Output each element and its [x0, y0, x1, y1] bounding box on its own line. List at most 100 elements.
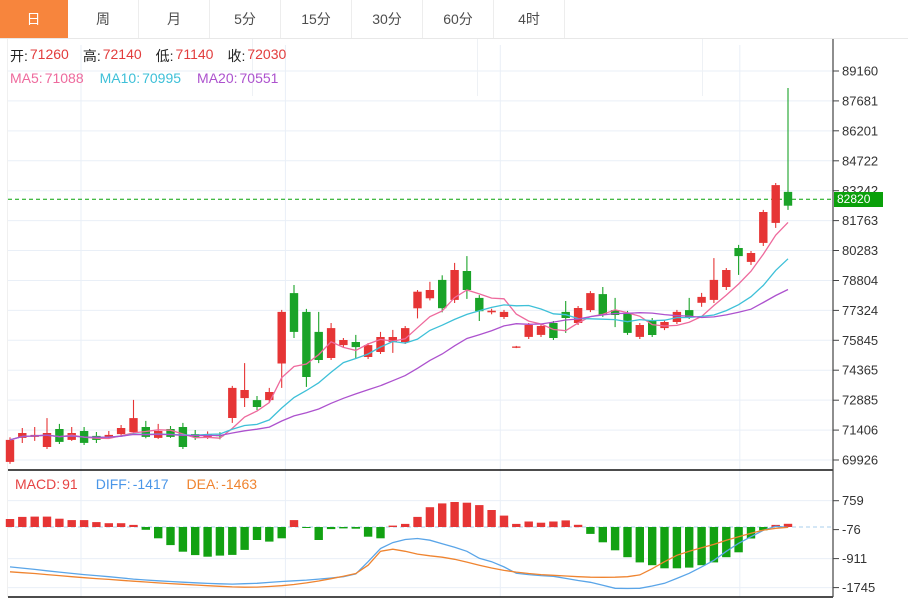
macd-bar — [561, 520, 570, 527]
candle-body — [759, 212, 768, 243]
candle-body — [425, 290, 435, 299]
candle-body — [339, 340, 348, 346]
tab-15min[interactable]: 15分 — [281, 0, 352, 38]
tab-4hour[interactable]: 4时 — [494, 0, 565, 38]
y-axis-label: -1745 — [842, 580, 875, 595]
macd-bar — [660, 527, 669, 569]
current-price-badge: 82820 — [834, 192, 883, 207]
macd-bar — [252, 527, 262, 540]
tab-5min[interactable]: 5分 — [210, 0, 281, 38]
y-axis-label: 89160 — [842, 64, 878, 79]
ma20-line — [9, 288, 789, 441]
candle-body — [462, 271, 472, 290]
macd-bar — [499, 515, 509, 528]
macd-readout: MACD: 91 — [15, 476, 78, 492]
candle-body — [771, 185, 780, 223]
macd-bar — [203, 527, 212, 557]
open-readout: 开: 71260 — [10, 46, 69, 64]
ohlc-info-row: 开: 71260 高: 72140 低: 71140 收: 72030 — [10, 46, 286, 66]
tab-day[interactable]: 日 — [0, 0, 68, 38]
ma20-readout: MA20: 70551 — [197, 70, 279, 86]
ma5-line — [9, 221, 789, 441]
y-axis-label: 78804 — [842, 273, 878, 288]
candle-body — [18, 433, 27, 438]
macd-bar — [462, 502, 472, 527]
candle-body — [623, 312, 632, 333]
candle-body — [178, 427, 188, 447]
macd-bar — [277, 527, 286, 539]
candle-body — [685, 310, 694, 317]
macd-bar — [116, 523, 126, 527]
macd-bar — [487, 510, 496, 527]
candle-body — [549, 323, 558, 338]
macd-bar — [376, 527, 385, 539]
macd-info-row: MACD: 91 DIFF: -1417 DEA: -1463 — [15, 476, 257, 492]
candle-body — [129, 418, 138, 433]
macd-bar — [586, 527, 595, 534]
candle-body — [499, 311, 509, 317]
tab-month[interactable]: 月 — [139, 0, 210, 38]
macd-bar — [166, 527, 175, 546]
candle-body — [524, 325, 533, 337]
macd-bar — [722, 527, 731, 558]
diff-readout: DIFF: -1417 — [95, 476, 169, 492]
candle-body — [635, 325, 644, 337]
candle-body — [783, 191, 793, 206]
macd-bar — [475, 505, 484, 527]
candle-body — [166, 429, 175, 437]
y-axis-label: 87681 — [842, 93, 878, 108]
y-axis-label: 75845 — [842, 333, 878, 348]
candle-body — [42, 433, 52, 447]
macd-bar — [154, 527, 163, 539]
tab-week[interactable]: 周 — [68, 0, 139, 38]
period-tabbar: 日 周 月 5分 15分 30分 60分 4时 — [0, 0, 908, 39]
candle-body — [240, 390, 249, 399]
macd-bar — [549, 521, 558, 528]
candle-body — [252, 400, 262, 407]
macd-bar — [401, 523, 410, 527]
macd-bar — [240, 527, 249, 550]
candle-body — [648, 320, 657, 335]
candle-body — [116, 428, 126, 435]
candle-body — [388, 337, 397, 343]
candle-body — [376, 337, 385, 352]
y-axis-label: 69926 — [842, 453, 878, 468]
tab-60min[interactable]: 60分 — [423, 0, 494, 38]
macd-bar — [573, 524, 583, 528]
candle-body — [5, 439, 15, 462]
y-axis-label: 80283 — [842, 243, 878, 258]
candle-body — [598, 294, 607, 315]
macd-bar — [104, 523, 113, 527]
candle-body — [487, 310, 496, 313]
high-readout: 高: 72140 — [82, 46, 142, 64]
macd-bar — [388, 525, 397, 527]
macd-bar — [30, 516, 39, 527]
macd-bar — [610, 527, 620, 551]
header-grid-line — [252, 39, 253, 96]
macd-bar — [450, 502, 459, 527]
candle-body — [536, 326, 546, 335]
candle-body — [55, 429, 64, 442]
y-axis-label: 84722 — [842, 153, 878, 168]
macd-bar — [265, 527, 274, 542]
candle-body — [314, 331, 323, 360]
macd-bar — [191, 527, 200, 556]
candle-body — [289, 293, 299, 332]
tab-30min[interactable]: 30分 — [352, 0, 423, 38]
macd-bar — [92, 522, 101, 527]
candle-body — [660, 322, 669, 329]
macd-bar — [302, 527, 311, 528]
macd-bar — [67, 520, 76, 527]
candle-body — [302, 311, 311, 377]
macd-bar — [685, 527, 694, 568]
macd-bar — [512, 523, 521, 527]
candle-body — [722, 270, 731, 287]
candle-body — [573, 308, 583, 323]
ma10-readout: MA10: 70995 — [99, 70, 182, 86]
ma10-line — [9, 258, 789, 441]
y-axis-label: 74365 — [842, 363, 878, 378]
macd-bar — [314, 527, 323, 540]
macd-bar — [55, 518, 64, 527]
y-axis-label: 71406 — [842, 423, 878, 438]
